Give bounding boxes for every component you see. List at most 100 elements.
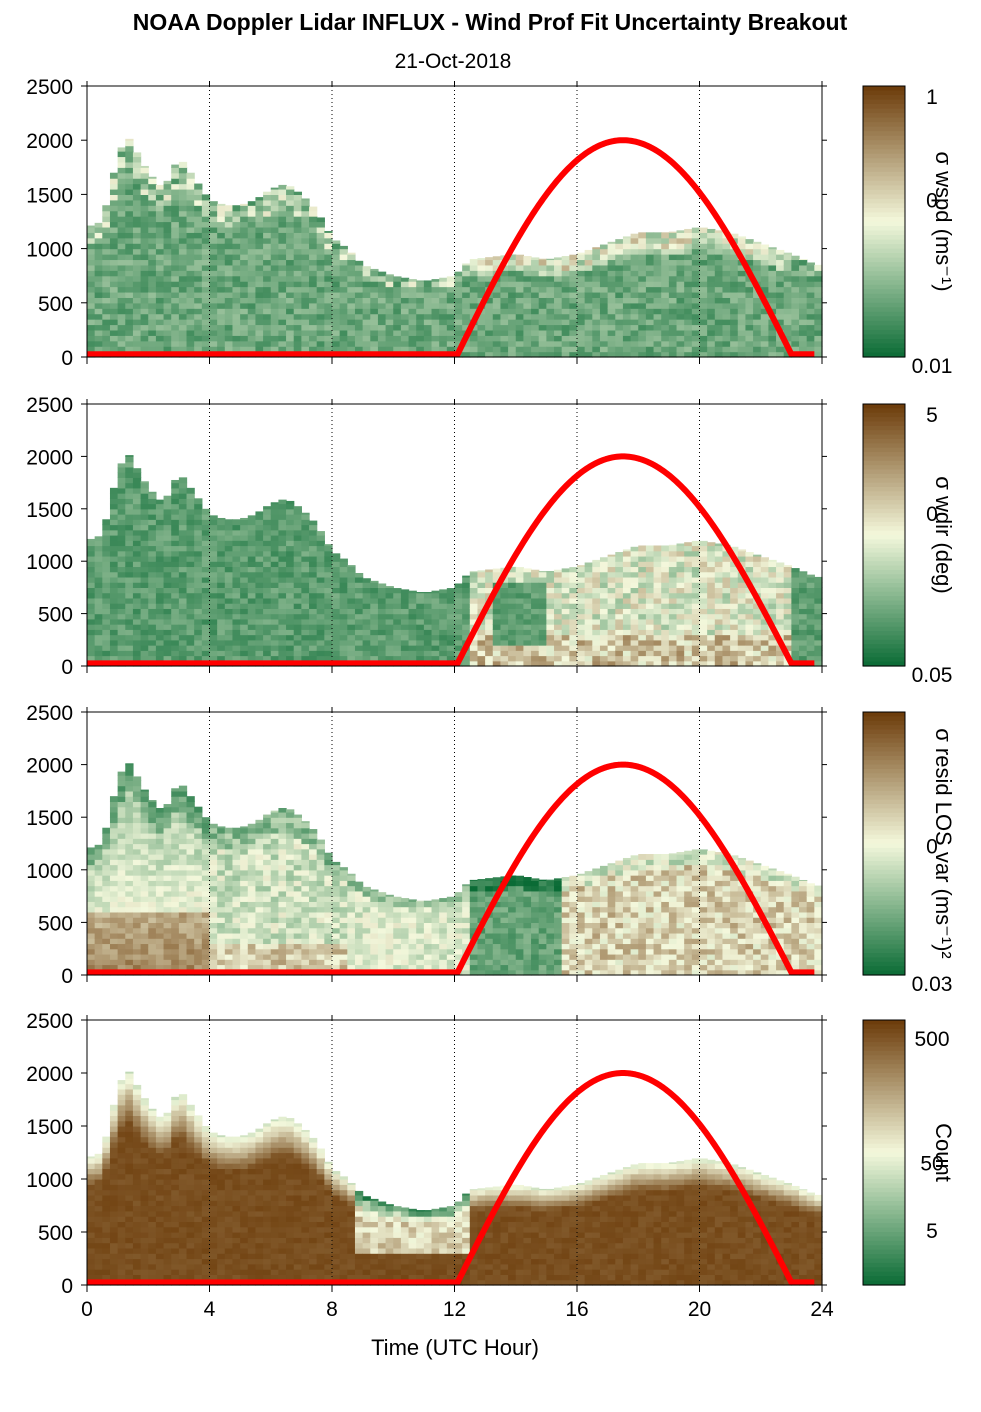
heatmap-cell [155, 508, 165, 515]
heatmap-cell [209, 524, 218, 531]
heatmap-cell [431, 281, 440, 288]
heatmap-cell [653, 624, 662, 630]
heatmap-cell [699, 291, 708, 298]
heatmap-cell [630, 603, 639, 609]
heatmap-cell [148, 592, 157, 599]
heatmap-cell [645, 248, 655, 255]
heatmap-cell [462, 351, 471, 358]
heatmap-cell [155, 592, 165, 599]
heatmap-cell [140, 603, 149, 609]
heatmap-cell [263, 205, 272, 212]
heatmap-cell [94, 248, 103, 255]
heatmap-cell [554, 587, 563, 594]
heatmap-cell [561, 618, 570, 625]
heatmap-cell [454, 608, 463, 615]
heatmap-cell [186, 613, 195, 620]
heatmap-cell [102, 618, 111, 625]
heatmap-cell [155, 529, 165, 536]
heatmap-cell [691, 603, 701, 609]
heatmap-cell [178, 608, 188, 615]
heatmap-cell [615, 308, 624, 315]
heatmap-cell [125, 764, 134, 771]
heatmap-cell [592, 254, 601, 261]
heatmap-cell [163, 540, 172, 547]
heatmap-cell [806, 346, 815, 353]
heatmap-cell [339, 566, 348, 573]
heatmap-cell [638, 613, 647, 620]
heatmap-cell [385, 319, 394, 326]
heatmap-cell [148, 650, 157, 657]
heatmap-cell [561, 308, 570, 315]
y-tick-label: 1500 [26, 499, 73, 522]
heatmap-cell [163, 498, 172, 505]
heatmap-cell [163, 335, 172, 342]
heatmap-cell [676, 351, 685, 358]
heatmap-cell [102, 216, 111, 223]
heatmap-cell [707, 259, 716, 266]
heatmap-cell [622, 264, 632, 271]
heatmap-cell [178, 335, 188, 342]
heatmap-cell [577, 297, 586, 304]
heatmap-cell [385, 613, 394, 620]
colorbar-swatch [863, 262, 905, 268]
heatmap-cell [622, 243, 632, 250]
heatmap-cell [783, 608, 792, 615]
heatmap-cell [347, 613, 356, 620]
heatmap-cell [94, 222, 103, 228]
heatmap-cell [531, 608, 540, 615]
heatmap-cell [645, 597, 655, 604]
heatmap-cell [661, 597, 670, 604]
heatmap-cell [630, 597, 639, 604]
heatmap-cell [117, 493, 126, 499]
heatmap-cell [645, 587, 655, 594]
heatmap-cell [171, 324, 180, 331]
heatmap-cell [201, 199, 211, 206]
heatmap-cell [362, 655, 371, 662]
heatmap-cell [301, 281, 310, 288]
heatmap-cell [94, 906, 103, 913]
heatmap-cell [783, 624, 792, 630]
heatmap-cell [148, 194, 157, 201]
heatmap-cell [201, 550, 211, 557]
heatmap-cell [760, 618, 770, 625]
heatmap-cell [615, 597, 624, 604]
heatmap-cell [462, 582, 471, 588]
heatmap-cell [102, 545, 111, 552]
heatmap-cell [132, 832, 142, 839]
heatmap-cell [676, 232, 685, 239]
heatmap-cell [324, 645, 333, 651]
heatmap-cell [217, 624, 226, 630]
heatmap-cell [508, 587, 517, 594]
heatmap-cell [102, 555, 111, 562]
heatmap-cell [255, 634, 264, 641]
heatmap-cell [584, 576, 593, 583]
heatmap-cell [240, 308, 249, 315]
heatmap-cell [125, 645, 134, 651]
heatmap-cell [263, 191, 272, 195]
heatmap-cell [132, 216, 142, 223]
heatmap-cell [370, 281, 379, 288]
heatmap-cell [186, 555, 195, 562]
heatmap-cell [247, 655, 257, 662]
heatmap-cell [132, 188, 142, 195]
heatmap-cell [799, 259, 808, 261]
heatmap-cell [232, 329, 241, 336]
heatmap-cell [117, 953, 126, 960]
heatmap-cell [791, 324, 800, 331]
heatmap-cell [155, 603, 165, 609]
heatmap-cell [776, 613, 785, 620]
heatmap-cell [140, 519, 149, 526]
heatmap-cell [255, 613, 264, 620]
heatmap-cell [485, 655, 494, 662]
heatmap-cell [148, 302, 157, 309]
heatmap-cell [148, 550, 157, 557]
heatmap-cell [469, 645, 479, 651]
heatmap-cell [630, 275, 639, 282]
heatmap-cell [270, 550, 280, 557]
heatmap-cell [270, 587, 280, 594]
heatmap-cell [515, 603, 525, 609]
heatmap-cell [416, 639, 425, 646]
heatmap-cell [140, 964, 149, 971]
colorbar-swatch [863, 644, 905, 650]
heatmap-cell [224, 232, 234, 239]
